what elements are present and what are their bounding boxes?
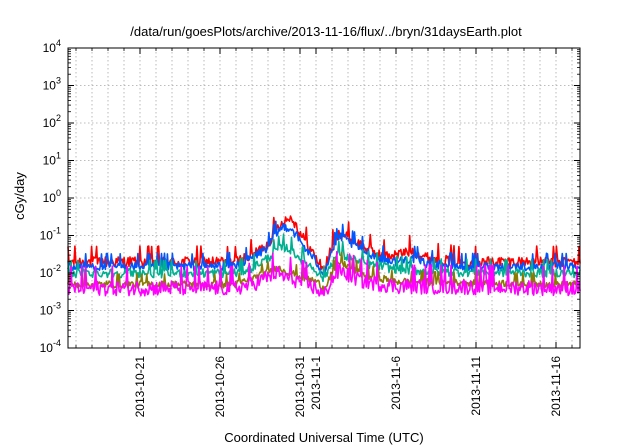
data-series-group	[67, 215, 581, 297]
y-tick-label: 101	[43, 151, 61, 168]
chart-title: /data/run/goesPlots/archive/2013-11-16/f…	[130, 24, 522, 39]
y-tick-label: 10-2	[40, 263, 61, 280]
plot-axes: 10-410-310-210-11001011021031042013-10-2…	[40, 38, 581, 418]
y-tick-label-base: 10	[43, 116, 57, 130]
y-tick-label-exponent: -3	[53, 301, 61, 311]
y-tick-label: 10-1	[40, 226, 61, 243]
data-series-line-5	[67, 250, 581, 297]
y-tick-label: 102	[43, 113, 61, 130]
y-tick-label-base: 10	[40, 304, 54, 318]
x-axis-label: Coordinated Universal Time (UTC)	[224, 430, 423, 445]
x-tick-label: 2013-11-1	[309, 356, 323, 410]
y-tick-label-exponent: 0	[56, 188, 61, 198]
y-axis-label: cGy/day	[12, 172, 27, 220]
y-tick-label-base: 10	[40, 229, 54, 243]
y-tick-label-exponent: 4	[56, 38, 61, 48]
data-series-line-3	[67, 233, 581, 283]
y-tick-label-base: 10	[43, 79, 57, 93]
y-tick-label-exponent: 2	[56, 113, 61, 123]
y-tick-label-exponent: 3	[56, 76, 61, 86]
x-tick-label: 2013-10-31	[293, 356, 307, 418]
plot-frame	[67, 47, 581, 349]
y-tick-label: 10-4	[40, 338, 61, 355]
x-tick-label: 2013-11-11	[469, 356, 483, 416]
y-tick-label: 10-3	[40, 301, 61, 318]
y-tick-label-exponent: 1	[56, 151, 61, 161]
y-tick-label: 100	[43, 188, 61, 205]
y-tick-label-base: 10	[43, 191, 57, 205]
y-tick-label-base: 10	[43, 41, 57, 55]
y-tick-label-base: 10	[40, 341, 54, 355]
x-tick-label: 2013-11-6	[389, 356, 403, 410]
y-tick-label-exponent: -4	[53, 338, 61, 348]
y-tick-label: 103	[43, 76, 61, 93]
y-tick-label-base: 10	[40, 266, 54, 280]
y-tick-label-exponent: -2	[53, 263, 61, 273]
x-tick-label: 2013-10-26	[213, 356, 227, 418]
plot-grid	[68, 48, 580, 348]
y-tick-label: 104	[43, 38, 61, 55]
x-tick-label: 2013-10-21	[133, 356, 147, 418]
x-tick-label: 2013-11-16	[549, 356, 563, 417]
y-tick-label-base: 10	[43, 154, 57, 168]
y-tick-label-exponent: -1	[53, 226, 61, 236]
